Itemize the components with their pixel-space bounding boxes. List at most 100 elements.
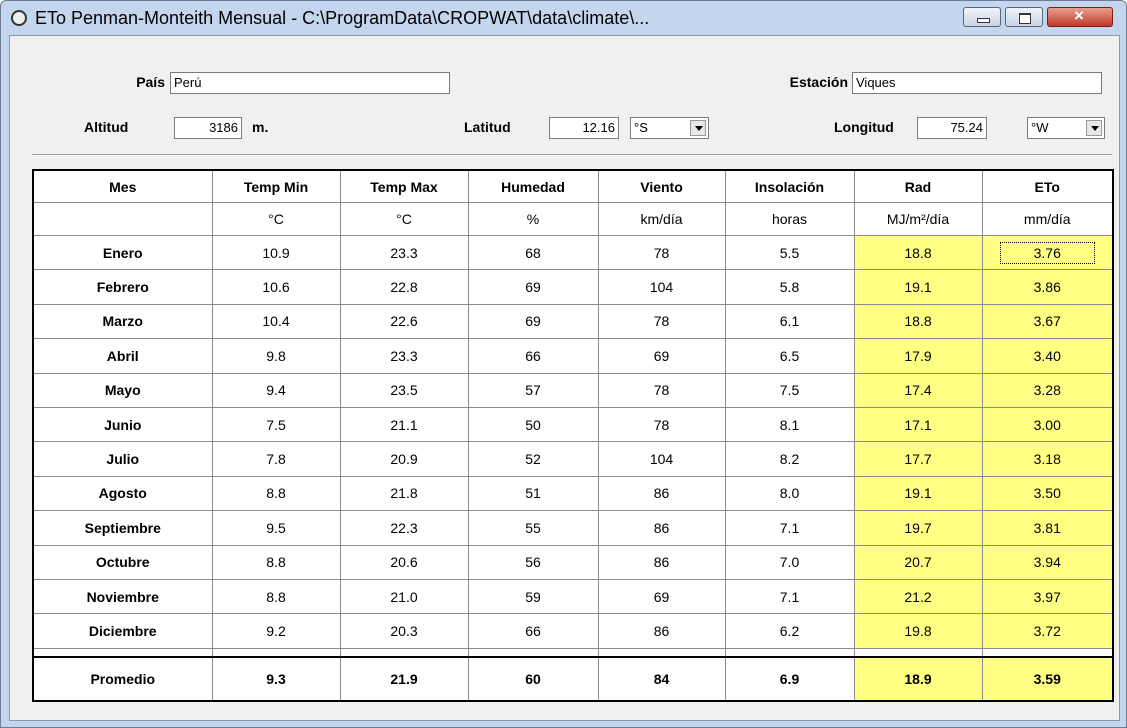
cell: 104 bbox=[597, 441, 726, 477]
cell: 22.3 bbox=[339, 510, 469, 546]
close-button[interactable]: × bbox=[1047, 6, 1113, 27]
cell: 69 bbox=[467, 269, 599, 305]
cell: 10.6 bbox=[211, 269, 341, 305]
minimize-button[interactable] bbox=[963, 7, 1001, 27]
cell: 3.81 bbox=[981, 510, 1114, 546]
altitud-label: Altitud bbox=[84, 119, 129, 135]
cell: 7.8 bbox=[211, 441, 341, 477]
cell: 3.86 bbox=[981, 269, 1114, 305]
data-row: Mayo 9.4 23.5 57 78 7.5 17.4 3.28 bbox=[32, 372, 1114, 408]
cell: 23.5 bbox=[339, 372, 469, 408]
cell: 7.1 bbox=[724, 578, 855, 615]
average-cell: 3.59 bbox=[981, 655, 1114, 702]
month-cell: Agosto bbox=[32, 475, 213, 512]
units-cell: °C bbox=[339, 202, 469, 236]
data-row: Enero 10.9 23.3 68 78 5.5 18.8 3.76 bbox=[32, 234, 1114, 271]
longitud-label: Longitud bbox=[834, 119, 894, 135]
month-cell: Octubre bbox=[32, 544, 213, 580]
month-cell: Enero bbox=[32, 234, 213, 271]
spacer-row bbox=[32, 647, 1114, 658]
cell: 56 bbox=[467, 544, 599, 580]
spacer-cell bbox=[724, 647, 855, 658]
cell: 69 bbox=[597, 338, 726, 374]
app-icon bbox=[11, 10, 27, 26]
cell: 17.9 bbox=[853, 338, 983, 374]
spacer-cell bbox=[339, 647, 469, 658]
spacer-cell bbox=[597, 647, 726, 658]
cell: 20.3 bbox=[339, 613, 469, 649]
pais-input[interactable]: Perú bbox=[170, 72, 450, 94]
cell: 52 bbox=[467, 441, 599, 477]
data-row: Febrero 10.6 22.8 69 104 5.8 19.1 3.86 bbox=[32, 269, 1114, 305]
data-row: Diciembre 9.2 20.3 66 86 6.2 19.8 3.72 bbox=[32, 613, 1114, 649]
spacer-cell bbox=[981, 647, 1114, 658]
cell: 7.5 bbox=[724, 372, 855, 408]
data-row: Junio 7.5 21.1 50 78 8.1 17.1 3.00 bbox=[32, 406, 1114, 443]
cell: 3.50 bbox=[981, 475, 1114, 512]
average-cell: 9.3 bbox=[211, 655, 341, 702]
cell: 18.8 bbox=[853, 303, 983, 340]
cell: 6.1 bbox=[724, 303, 855, 340]
average-cell: Promedio bbox=[32, 655, 213, 702]
cell: 3.28 bbox=[981, 372, 1114, 408]
cell: 21.0 bbox=[339, 578, 469, 615]
longitud-dir: °W bbox=[1031, 120, 1049, 135]
window-title: ETo Penman-Monteith Mensual - C:\Program… bbox=[35, 8, 650, 28]
dropdown-arrow[interactable] bbox=[690, 120, 706, 136]
month-cell: Noviembre bbox=[32, 578, 213, 615]
cell: 3.97 bbox=[981, 578, 1114, 615]
cell: 8.0 bbox=[724, 475, 855, 512]
cell: 66 bbox=[467, 613, 599, 649]
latitud-label: Latitud bbox=[464, 119, 511, 135]
separator bbox=[32, 154, 1112, 156]
units-cell: % bbox=[467, 202, 599, 236]
header-cell: Insolación bbox=[724, 169, 855, 203]
average-cell: 18.9 bbox=[853, 655, 983, 702]
units-cell: km/día bbox=[597, 202, 726, 236]
data-row: Septiembre 9.5 22.3 55 86 7.1 19.7 3.81 bbox=[32, 510, 1114, 546]
cell: 69 bbox=[467, 303, 599, 340]
units-row: °C °C% km/día horas MJ/m²/día mm/día bbox=[32, 202, 1114, 236]
maximize-button[interactable] bbox=[1005, 7, 1043, 27]
data-row: Abril 9.8 23.3 66 69 6.5 17.9 3.40 bbox=[32, 338, 1114, 374]
altitud-input[interactable]: 3186 bbox=[174, 117, 242, 139]
header-cell: Temp Max bbox=[339, 169, 469, 203]
estacion-input[interactable]: Viques bbox=[852, 72, 1102, 94]
cell: 9.2 bbox=[211, 613, 341, 649]
cell: 69 bbox=[597, 578, 726, 615]
latitud-dir-combo[interactable]: °S bbox=[630, 117, 709, 139]
cell: 3.18 bbox=[981, 441, 1114, 477]
header-cell: Temp Min bbox=[211, 169, 341, 203]
cell: 9.5 bbox=[211, 510, 341, 546]
cell: 78 bbox=[597, 406, 726, 443]
average-cell: 60 bbox=[467, 655, 599, 702]
data-row: Marzo 10.4 22.6 69 78 6.1 18.8 3.67 bbox=[32, 303, 1114, 340]
header-cell: Viento bbox=[597, 169, 726, 203]
average-cell: 84 bbox=[597, 655, 726, 702]
spacer-cell bbox=[853, 647, 983, 658]
cell: 19.1 bbox=[853, 269, 983, 305]
latitud-input[interactable]: 12.16 bbox=[549, 117, 619, 139]
longitud-dir-combo[interactable]: °W bbox=[1027, 117, 1105, 139]
cell: 3.40 bbox=[981, 338, 1114, 374]
average-cell: 21.9 bbox=[339, 655, 469, 702]
cell: 7.5 bbox=[211, 406, 341, 443]
units-cell: horas bbox=[724, 202, 855, 236]
data-row: Noviembre 8.8 21.0 59 69 7.1 21.2 3.97 bbox=[32, 578, 1114, 615]
cell: 5.8 bbox=[724, 269, 855, 305]
cell: 17.7 bbox=[853, 441, 983, 477]
cell: 86 bbox=[597, 475, 726, 512]
cell: 23.3 bbox=[339, 338, 469, 374]
cell: 22.8 bbox=[339, 269, 469, 305]
cell: 51 bbox=[467, 475, 599, 512]
cell: 5.5 bbox=[724, 234, 855, 271]
cell: 10.4 bbox=[211, 303, 341, 340]
cell: 9.8 bbox=[211, 338, 341, 374]
month-cell: Diciembre bbox=[32, 613, 213, 649]
cell: 21.1 bbox=[339, 406, 469, 443]
longitud-input[interactable]: 75.24 bbox=[917, 117, 987, 139]
cell: 7.0 bbox=[724, 544, 855, 580]
dropdown-arrow[interactable] bbox=[1086, 120, 1102, 136]
cell: 20.9 bbox=[339, 441, 469, 477]
climate-table: Mes Temp Min Temp Max Humedad Viento Insolaci… bbox=[32, 169, 1114, 702]
